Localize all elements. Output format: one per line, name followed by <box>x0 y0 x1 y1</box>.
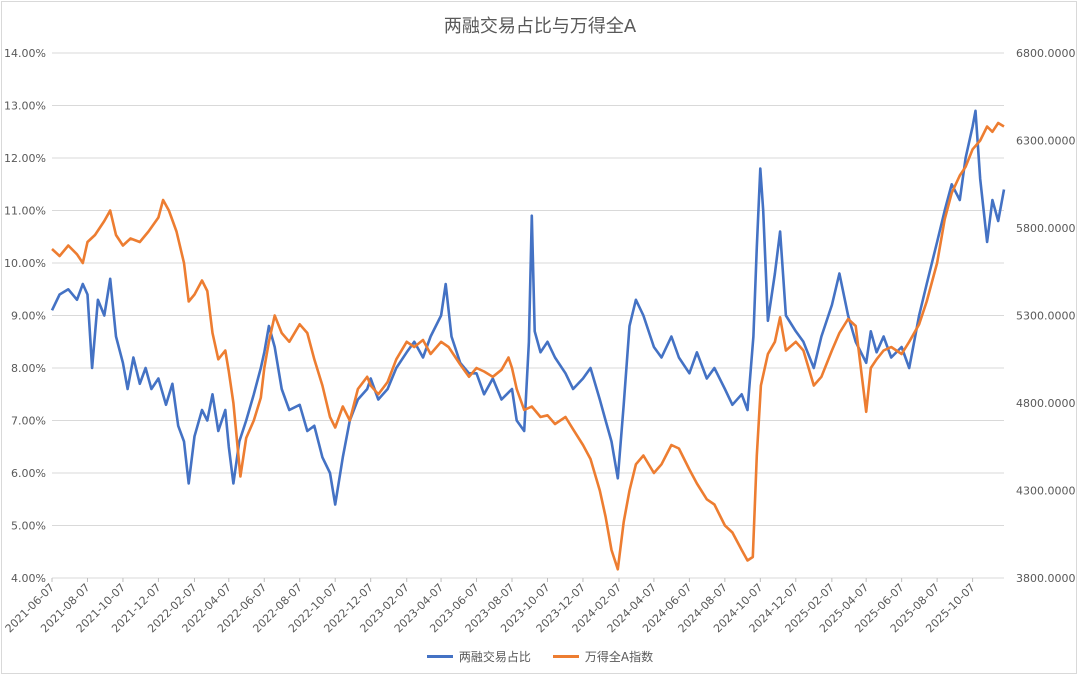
right-tick-label: 4800.0000 <box>1016 397 1076 410</box>
right-tick-label: 5800.0000 <box>1016 222 1076 235</box>
legend-item-margin-ratio: 两融交易占比 <box>426 648 531 665</box>
gridlines <box>52 52 1004 579</box>
x-axis-ticks: 2021-06-072021-08-072021-10-072021-12-07… <box>3 578 978 635</box>
left-tick-label: 7.00% <box>11 415 46 428</box>
series-line-margin-ratio <box>50 109 1006 506</box>
left-tick-label: 12.00% <box>4 152 46 165</box>
left-tick-label: 6.00% <box>11 467 46 480</box>
legend-label: 万得全A指数 <box>584 650 654 664</box>
right-axis-ticks: 3800.0000 4300.0000 4800.0000 5300.0000 5800… <box>1016 47 1076 585</box>
legend-label: 两融交易占比 <box>458 650 531 664</box>
left-tick-label: 11.00% <box>4 205 46 218</box>
series-line-wind-a-index <box>51 121 1005 571</box>
legend: 两融交易占比 万得全A指数 <box>0 648 1080 665</box>
left-tick-label: 14.00% <box>4 47 46 60</box>
left-tick-label: 10.00% <box>4 257 46 270</box>
left-tick-label: 8.00% <box>11 362 46 375</box>
series-lines <box>50 109 1006 571</box>
right-tick-label: 6800.0000 <box>1016 47 1076 60</box>
legend-swatch-blue <box>426 655 453 658</box>
left-axis-ticks: 4.00% 5.00% 6.00% 7.00% 8.00% 9.00% 10.00% 11.0… <box>4 47 46 585</box>
left-tick-label: 9.00% <box>11 310 46 323</box>
left-tick-label: 5.00% <box>11 520 46 533</box>
right-tick-label: 4300.0000 <box>1016 485 1076 498</box>
legend-item-wind-a-index: 万得全A指数 <box>552 648 654 665</box>
left-tick-label: 13.00% <box>4 100 46 113</box>
right-tick-label: 6300.0000 <box>1016 135 1076 148</box>
legend-swatch-orange <box>552 655 579 658</box>
chart-title: 两融交易占比与万得全A <box>443 16 637 37</box>
right-tick-label: 3800.0000 <box>1016 572 1076 585</box>
left-tick-label: 4.00% <box>11 572 46 585</box>
right-tick-label: 5300.0000 <box>1016 310 1076 323</box>
